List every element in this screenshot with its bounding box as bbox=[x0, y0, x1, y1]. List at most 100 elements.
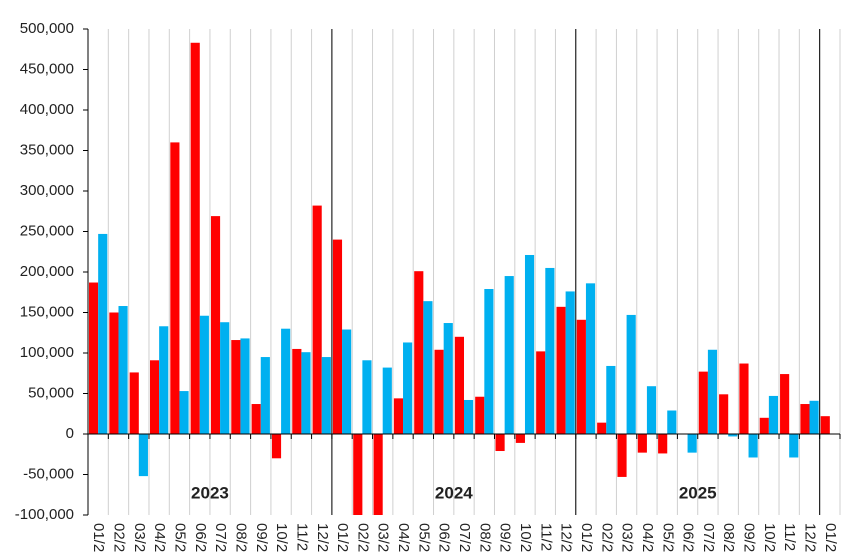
x-tick-label: 11/2 bbox=[293, 523, 310, 551]
bar bbox=[658, 434, 668, 454]
x-tick-label: 06/2 bbox=[192, 523, 209, 552]
x-tick-label: 07/2 bbox=[456, 523, 473, 552]
x-tick-label: 01/2 bbox=[334, 523, 351, 552]
x-tick-label: 01/2 bbox=[90, 523, 107, 552]
bar bbox=[382, 367, 392, 434]
bar bbox=[353, 434, 363, 515]
bar bbox=[626, 314, 636, 434]
x-tick-label: 08/2 bbox=[720, 523, 737, 552]
bar bbox=[809, 400, 819, 434]
x-tick-label: 04/2 bbox=[639, 523, 656, 552]
bar bbox=[780, 374, 790, 434]
bar bbox=[149, 360, 160, 434]
x-tick-label: 05/2 bbox=[415, 523, 432, 552]
bar bbox=[109, 312, 119, 434]
bar bbox=[475, 396, 485, 434]
bar bbox=[292, 348, 302, 434]
bar bbox=[728, 434, 738, 437]
bar bbox=[312, 205, 322, 434]
bar bbox=[281, 328, 291, 434]
y-tick-label: 0 bbox=[66, 425, 74, 442]
bar bbox=[403, 342, 413, 434]
bar bbox=[138, 434, 148, 477]
bar bbox=[800, 404, 810, 434]
bar bbox=[373, 434, 383, 515]
x-tick-label: 09/2 bbox=[253, 523, 270, 552]
bar bbox=[637, 434, 647, 453]
bar bbox=[597, 422, 607, 434]
bar bbox=[260, 357, 270, 434]
bar bbox=[565, 291, 575, 434]
bar bbox=[321, 357, 331, 434]
bar bbox=[362, 360, 372, 434]
bar bbox=[576, 319, 586, 434]
bar bbox=[210, 216, 221, 434]
bar bbox=[820, 416, 830, 434]
x-tick-label: 08/2 bbox=[232, 523, 249, 552]
x-tick-label: 09/2 bbox=[497, 523, 514, 552]
bars bbox=[89, 42, 830, 515]
bar bbox=[179, 391, 189, 434]
x-tick-label: 12/2 bbox=[558, 523, 575, 552]
bar bbox=[251, 404, 261, 434]
x-tick-label: 01/2 bbox=[578, 523, 595, 552]
y-tick-label: 350,000 bbox=[20, 141, 74, 158]
bar bbox=[524, 254, 535, 434]
y-tick-label: -50,000 bbox=[23, 465, 74, 482]
y-tick-label: 200,000 bbox=[20, 263, 74, 280]
y-tick-label: 300,000 bbox=[20, 182, 74, 199]
bar bbox=[118, 306, 128, 434]
bar bbox=[759, 417, 769, 434]
bar bbox=[504, 276, 514, 434]
bar bbox=[231, 340, 241, 434]
bar bbox=[98, 233, 108, 434]
x-tick-label: 04/2 bbox=[151, 523, 168, 552]
x-tick-label: 10/2 bbox=[517, 523, 534, 552]
x-tick-label: 12/2 bbox=[802, 523, 819, 552]
bar bbox=[170, 142, 180, 434]
x-tick-label: 06/2 bbox=[436, 523, 453, 552]
bar bbox=[646, 386, 657, 434]
bar bbox=[190, 42, 200, 435]
x-tick-label: 03/2 bbox=[131, 523, 148, 552]
bar bbox=[89, 282, 99, 434]
y-tick-label: 50,000 bbox=[28, 384, 74, 401]
bar bbox=[789, 434, 799, 458]
bar bbox=[301, 352, 311, 434]
bar bbox=[159, 326, 169, 434]
bar bbox=[617, 434, 627, 477]
year-label: 2024 bbox=[435, 483, 473, 502]
bar bbox=[484, 289, 494, 434]
bar bbox=[707, 349, 718, 434]
bar bbox=[748, 434, 758, 458]
x-tick-label: 10/2 bbox=[273, 523, 290, 552]
bar bbox=[271, 434, 282, 459]
bar bbox=[585, 283, 596, 434]
year-label: 2023 bbox=[191, 483, 229, 502]
bar bbox=[606, 365, 616, 434]
y-tick-label: 150,000 bbox=[20, 303, 74, 320]
x-tick-label: 06/2 bbox=[680, 523, 697, 552]
x-tick-label: 03/2 bbox=[619, 523, 636, 552]
bar bbox=[342, 329, 352, 434]
x-tick-label: 02/2 bbox=[598, 523, 615, 552]
y-tick-label: 250,000 bbox=[20, 222, 74, 239]
y-tick-label: 100,000 bbox=[20, 344, 74, 361]
x-tick-label: 05/2 bbox=[171, 523, 188, 552]
x-tick-label: 07/2 bbox=[700, 523, 717, 552]
x-tick-label: 12/2 bbox=[314, 523, 331, 552]
bar bbox=[719, 394, 729, 434]
bar bbox=[495, 434, 505, 452]
x-tick-label: 02/2 bbox=[354, 523, 371, 552]
bar bbox=[464, 399, 474, 434]
bar bbox=[423, 301, 433, 434]
bar bbox=[515, 434, 525, 443]
y-tick-label: -100,000 bbox=[15, 506, 74, 523]
bar bbox=[434, 349, 444, 434]
x-tick-label: 03/2 bbox=[375, 523, 392, 552]
bar bbox=[768, 395, 779, 434]
x-tick-label: 09/2 bbox=[741, 523, 758, 552]
y-tick-label: 400,000 bbox=[20, 101, 74, 118]
bar bbox=[739, 363, 749, 434]
